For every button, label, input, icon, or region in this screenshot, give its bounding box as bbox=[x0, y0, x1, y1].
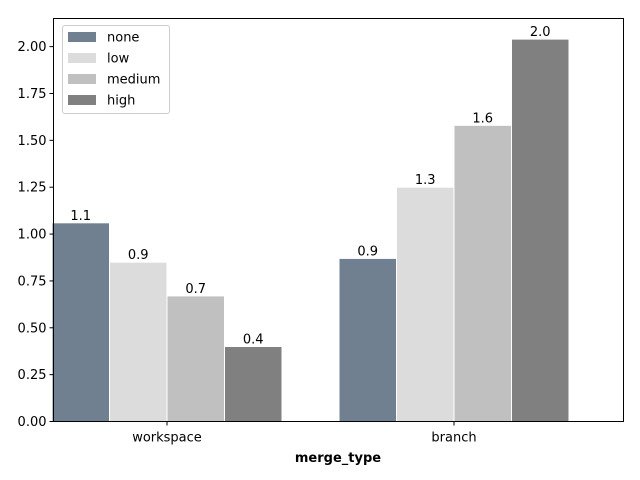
y-axis: 0.00 0.25 0.50 0.75 1.00 1.25 1.50 1.75 2.00 bbox=[18, 40, 54, 430]
bar-high-branch bbox=[511, 38, 570, 423]
data-label: 0.9 bbox=[128, 248, 149, 263]
bar-none-workspace bbox=[51, 222, 110, 422]
bar-low-branch bbox=[396, 186, 455, 422]
data-label: 1.6 bbox=[472, 111, 493, 126]
y-tick-label: 1.75 bbox=[18, 87, 47, 102]
legend-label-none: none bbox=[107, 31, 139, 46]
data-label: 0.4 bbox=[243, 333, 264, 348]
bars-layer: 1.1 0.9 0.7 0.4 0.9 1.3 1.6 2.0 bbox=[51, 25, 570, 423]
bar-low-workspace bbox=[109, 261, 168, 422]
legend-swatch-low bbox=[68, 53, 96, 63]
x-tick-label: branch bbox=[431, 431, 476, 446]
x-axis: workspace branch bbox=[132, 421, 477, 446]
y-tick-label: 0.25 bbox=[18, 368, 47, 383]
bar-high-workspace bbox=[224, 346, 283, 422]
x-tick-label: workspace bbox=[132, 431, 202, 446]
y-tick-label: 0.50 bbox=[18, 321, 47, 336]
bar-none-branch bbox=[338, 257, 397, 422]
legend-swatch-high bbox=[68, 95, 96, 105]
y-tick-label: 1.25 bbox=[18, 181, 47, 196]
data-label: 1.3 bbox=[415, 173, 436, 188]
legend-box bbox=[62, 25, 170, 114]
legend-label-high: high bbox=[107, 94, 135, 109]
data-label: 0.9 bbox=[357, 244, 378, 259]
plot-frame bbox=[53, 18, 624, 422]
y-tick-label: 0.00 bbox=[18, 415, 47, 430]
legend-label-medium: medium bbox=[107, 73, 160, 88]
y-tick-label: 0.75 bbox=[18, 274, 47, 289]
y-tick-label: 1.00 bbox=[18, 228, 47, 243]
x-axis-title: merge_type bbox=[295, 451, 381, 466]
bar-medium-branch bbox=[453, 124, 512, 422]
data-label: 2.0 bbox=[530, 25, 551, 40]
legend-swatch-medium bbox=[68, 74, 96, 84]
bar-medium-workspace bbox=[166, 295, 225, 422]
data-label: 0.7 bbox=[185, 282, 206, 297]
legend: none low medium high bbox=[62, 25, 170, 114]
y-tick-label: 1.50 bbox=[18, 134, 47, 149]
data-label: 1.1 bbox=[70, 209, 91, 224]
legend-swatch-none bbox=[68, 32, 96, 42]
y-tick-label: 2.00 bbox=[18, 40, 47, 55]
legend-label-low: low bbox=[107, 52, 130, 67]
